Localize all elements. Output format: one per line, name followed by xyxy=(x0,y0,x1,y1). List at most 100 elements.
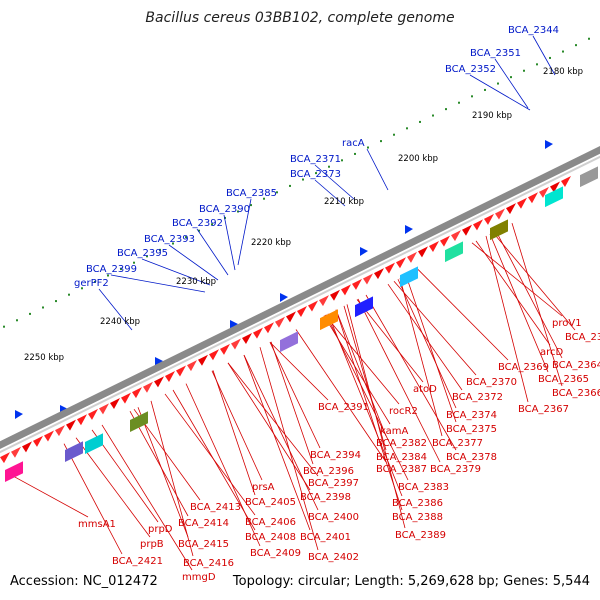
gene-label-blue: BCA_2373 xyxy=(290,169,341,180)
gene-label-blue: gerPF2 xyxy=(74,278,109,289)
scale-dot xyxy=(510,76,512,79)
gene-label-red: BCA_2372 xyxy=(452,392,503,403)
scale-dot xyxy=(536,63,538,66)
red-leader-line xyxy=(75,437,151,538)
red-leader-line xyxy=(259,347,319,551)
forward-gene-arrow xyxy=(55,425,65,437)
forward-gene-arrow xyxy=(253,327,263,339)
red-leader-line xyxy=(101,424,193,571)
scale-tick-label: 2230 kbp xyxy=(176,277,216,287)
gene-label-blue: BCA_2344 xyxy=(508,25,559,36)
gene-label-red: BCA_2406 xyxy=(245,517,296,528)
scale-dot xyxy=(549,56,551,59)
forward-gene-arrow xyxy=(77,414,87,426)
blue-leader-line xyxy=(314,164,356,201)
gene-block xyxy=(445,241,463,263)
scale-dot xyxy=(354,152,356,155)
gene-label-red: mmgD xyxy=(182,572,216,583)
scale-dot xyxy=(16,319,18,322)
scale-dot xyxy=(276,191,278,194)
scale-dot xyxy=(380,140,382,143)
red-leader-line xyxy=(269,342,321,449)
red-leader-line xyxy=(335,309,387,437)
scale-dot xyxy=(107,274,109,277)
scale-dot xyxy=(198,229,200,232)
blue-leader-line xyxy=(237,198,252,266)
gene-label-red: BCA_2409 xyxy=(250,548,301,559)
gene-label-red: BCA_2400 xyxy=(308,512,359,523)
red-leader-line xyxy=(417,269,509,361)
forward-gene-arrow xyxy=(198,354,208,366)
scale-dot xyxy=(81,287,83,290)
map-title: Bacillus cereus 03BB102, complete genome xyxy=(145,10,455,26)
scale-dot xyxy=(588,37,590,40)
red-leader-line xyxy=(243,354,319,511)
gene-block xyxy=(355,296,373,318)
gene-label-red: prpD xyxy=(148,524,173,535)
forward-gene-arrow xyxy=(462,224,472,236)
gene-label-red: proV1 xyxy=(552,318,582,329)
blue-leader-line xyxy=(223,214,236,271)
scale-dot xyxy=(575,44,577,47)
gene-label-red: BCA_2397 xyxy=(308,478,359,489)
scale-dot xyxy=(315,172,317,175)
scale-tick-label: 2200 kbp xyxy=(398,154,438,164)
gene-label-red: BCA_2408 xyxy=(245,532,296,543)
gene-label-red: BCA_2369 xyxy=(498,362,549,373)
gene-block xyxy=(65,441,83,463)
red-leader-line xyxy=(471,242,563,317)
gene-label-red: BCA_2383 xyxy=(398,482,449,493)
topology-summary: Topology: circular; Length: 5,269,628 bp… xyxy=(232,574,590,589)
gene-label-red: BCA_2401 xyxy=(300,532,351,543)
scale-dot xyxy=(445,108,447,111)
forward-gene-arrow xyxy=(484,213,494,225)
red-leader-line xyxy=(295,329,387,463)
gene-label-red: BCA_2389 xyxy=(395,530,446,541)
red-leader-line xyxy=(346,304,406,529)
forward-gene-arrow xyxy=(374,268,384,280)
gene-label-red: BCA_2362 xyxy=(565,332,600,343)
forward-gene-arrow xyxy=(264,322,274,334)
blue-leader-line xyxy=(141,258,211,286)
forward-gene-arrow xyxy=(143,381,153,393)
gene-label-red: BCA_2398 xyxy=(300,492,351,503)
scale-dot xyxy=(562,50,564,53)
gene-label-red: atoD xyxy=(413,384,437,395)
gene-block xyxy=(5,461,23,483)
forward-gene-arrow xyxy=(539,186,549,198)
gene-label-red: BCA_2364 xyxy=(552,360,600,371)
forward-gene-arrow xyxy=(242,333,252,345)
gene-block xyxy=(490,219,508,241)
forward-gene-arrow xyxy=(11,446,21,458)
gene-label-red: BCA_2405 xyxy=(245,497,296,508)
gene-block xyxy=(85,433,103,455)
gene-label-blue: BCA_2371 xyxy=(290,154,341,165)
genome-backbone xyxy=(0,145,600,450)
scale-dot xyxy=(211,223,213,226)
red-leader-line xyxy=(269,341,329,401)
gene-block xyxy=(545,186,563,208)
reverse-gene-arrow xyxy=(360,247,368,256)
gene-label-blue: BCA_2352 xyxy=(445,64,496,75)
gene-label-red: BCA_2378 xyxy=(446,452,497,463)
gene-label-blue: BCA_2385 xyxy=(226,188,277,199)
red-leader-line xyxy=(150,400,194,557)
forward-gene-arrow xyxy=(286,311,296,323)
blue-leader-line xyxy=(469,74,531,111)
forward-gene-arrow xyxy=(319,295,329,307)
scale-dot xyxy=(42,306,44,309)
gene-labels: 2180 kbp 2190 kbp 2200 kbp 2210 kbp 2220 kbp… xyxy=(24,25,600,583)
forward-gene-arrow xyxy=(308,300,318,312)
scale-dot xyxy=(250,204,252,207)
gene-label-blue: racA xyxy=(342,138,365,149)
gene-label-red: mmsA1 xyxy=(78,519,116,530)
forward-gene-arrow xyxy=(550,181,560,193)
accession-text: Accession: NC_012472 xyxy=(10,574,158,589)
forward-gene-arrow xyxy=(341,284,351,296)
scale-dot xyxy=(263,197,265,200)
red-leader-line xyxy=(324,314,400,405)
forward-gene-arrow xyxy=(33,435,43,447)
scale-dot xyxy=(497,82,499,85)
forward-gene-arrow xyxy=(407,251,417,263)
